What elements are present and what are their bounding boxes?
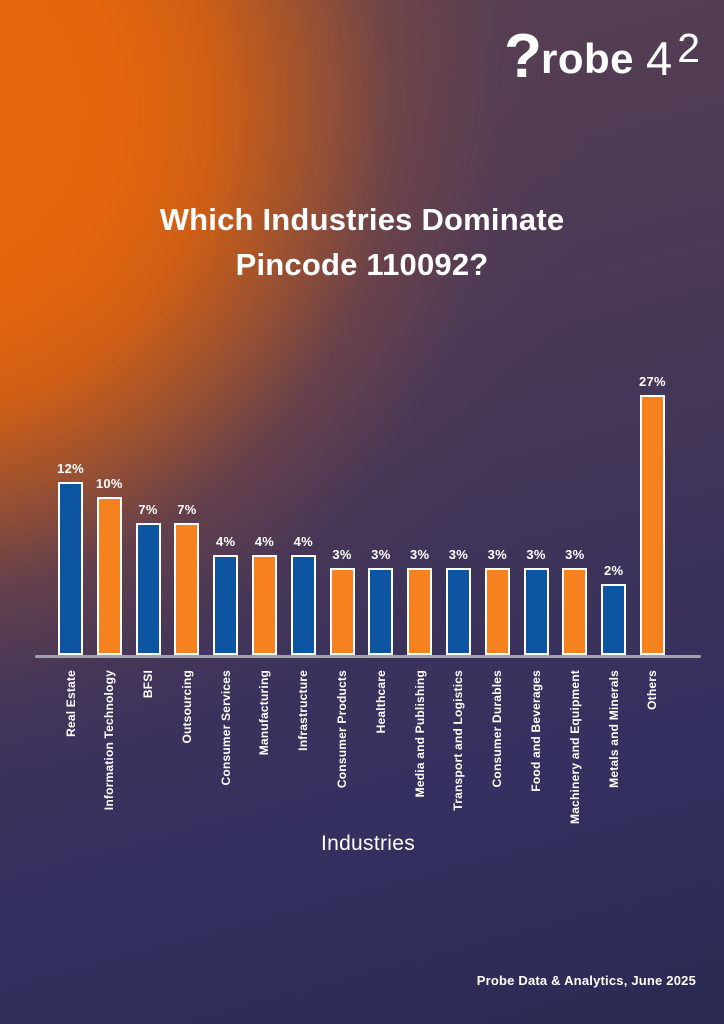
bar-value-label: 3% — [448, 547, 469, 562]
logo-digit-2: 2 — [677, 25, 700, 72]
x-label-cell: Machinery and Equipment — [562, 658, 587, 830]
bar-column: 7% — [135, 502, 161, 655]
bar-value-label: 12% — [57, 461, 84, 476]
bar-value-label: 2% — [603, 563, 624, 578]
bar — [484, 568, 510, 655]
bar — [251, 555, 277, 655]
page-title-line-1: Which Industries Dominate — [159, 202, 565, 237]
bar — [562, 568, 588, 655]
bar-chart: 12% 10% 7% 7% 4% 4% 4% 3% 3% 3% 3% 3% 3% 3% 2% 27% Real… — [35, 365, 701, 856]
bar-value-label: 4% — [254, 534, 275, 549]
probe42-logo: ? robe 4 2 — [504, 22, 700, 91]
bar — [368, 568, 394, 655]
x-axis-label: Transport and Logistics — [451, 670, 466, 811]
logo-digit-4: 4 — [646, 32, 673, 86]
x-label-cell: Manufacturing — [252, 658, 277, 830]
bar-column: 7% — [174, 502, 200, 655]
bar-value-label: 3% — [371, 547, 391, 562]
x-label-cell: BFSI — [136, 658, 161, 830]
x-label-cell: Metals and Minerals — [601, 658, 626, 830]
bar-column: 3% — [407, 547, 433, 655]
x-label-cell: Others — [640, 658, 665, 830]
bar-value-label: 7% — [177, 502, 197, 517]
x-label-cell: Consumer Durables — [485, 658, 510, 830]
x-label-cell: Information Technology — [97, 658, 122, 830]
bar-column: 27% — [639, 374, 666, 655]
bar-value-label: 4% — [215, 534, 236, 549]
bar-value-label: 3% — [526, 547, 546, 562]
bar-value-label: 3% — [409, 547, 430, 562]
x-label-cell: Infrastructure — [291, 658, 316, 830]
x-label-cell: Outsourcing — [174, 658, 199, 830]
bar-column: 2% — [601, 563, 627, 655]
bar-column: 4% — [290, 534, 316, 655]
bar-value-label: 10% — [95, 476, 123, 491]
question-mark-icon: ? — [504, 22, 543, 91]
bar-column: 3% — [523, 547, 549, 655]
bar-value-label: 3% — [565, 547, 585, 562]
x-axis-label: BFSI — [141, 670, 156, 699]
bar-value-label: 27% — [639, 374, 666, 389]
x-label-cell: Real Estate — [58, 658, 83, 830]
bar — [135, 523, 161, 655]
bar — [290, 555, 316, 655]
x-axis-label: Consumer Durables — [490, 670, 505, 788]
x-axis-label: Media and Publishing — [412, 670, 427, 798]
x-axis-label: Real Estate — [63, 670, 78, 737]
x-axis-label: Consumer Services — [218, 670, 233, 786]
x-label-cell: Consumer Products — [330, 658, 355, 830]
bar-column: 10% — [95, 476, 123, 655]
x-axis-label: Information Technology — [102, 670, 117, 811]
bar — [523, 568, 549, 655]
bar-value-label: 4% — [293, 534, 313, 549]
bar-column: 3% — [445, 547, 471, 655]
bar-column: 3% — [368, 547, 394, 655]
x-axis-label: Infrastructure — [296, 670, 311, 751]
x-label-cell: Healthcare — [368, 658, 393, 830]
x-axis-label: Others — [645, 670, 660, 710]
bar — [213, 555, 239, 655]
x-axis-label: Metals and Minerals — [606, 670, 621, 788]
bar-column: 12% — [57, 461, 84, 655]
x-axis-label: Food and Beverages — [529, 670, 544, 792]
x-axis-line — [35, 655, 701, 658]
bar — [445, 568, 471, 655]
bar — [329, 568, 355, 655]
x-axis-label: Consumer Products — [335, 670, 350, 789]
bar-column: 4% — [251, 534, 277, 655]
bar-column: 4% — [213, 534, 239, 655]
bar-value-label: 3% — [332, 547, 352, 562]
page-title-line-2: Pincode 110092? — [235, 246, 489, 282]
page-title: Which Industries Dominate Pincode 110092… — [0, 198, 724, 288]
bars-row: 12% 10% 7% 7% 4% 4% 4% 3% 3% 3% 3% 3% 3% 3% 2% 27% — [35, 365, 701, 655]
bar-column: 3% — [484, 547, 510, 655]
x-label-cell: Food and Beverages — [524, 658, 549, 830]
x-axis-label: Manufacturing — [257, 670, 272, 756]
logo-word: robe — [541, 35, 635, 83]
bar — [96, 497, 122, 655]
bar — [639, 395, 665, 655]
bar — [174, 523, 200, 655]
bar-column: 3% — [562, 547, 588, 655]
bar — [407, 568, 433, 655]
bar-value-label: 3% — [487, 547, 507, 562]
x-axis-label: Healthcare — [373, 670, 388, 734]
x-axis-title: Industries — [320, 832, 416, 855]
bar — [601, 584, 627, 655]
x-label-cell: Transport and Logistics — [446, 658, 471, 830]
x-label-cell: Media and Publishing — [407, 658, 432, 830]
footer-credit: Probe Data & Analytics, June 2025 — [476, 973, 696, 988]
bar — [58, 482, 83, 655]
x-labels-row: Real Estate Information Technology BFSI Out… — [35, 658, 701, 830]
x-label-cell: Consumer Services — [213, 658, 238, 830]
bar-value-label: 7% — [138, 502, 158, 517]
x-axis-label: Machinery and Equipment — [567, 670, 582, 824]
x-axis-label: Outsourcing — [179, 670, 194, 744]
bar-column: 3% — [329, 547, 355, 655]
